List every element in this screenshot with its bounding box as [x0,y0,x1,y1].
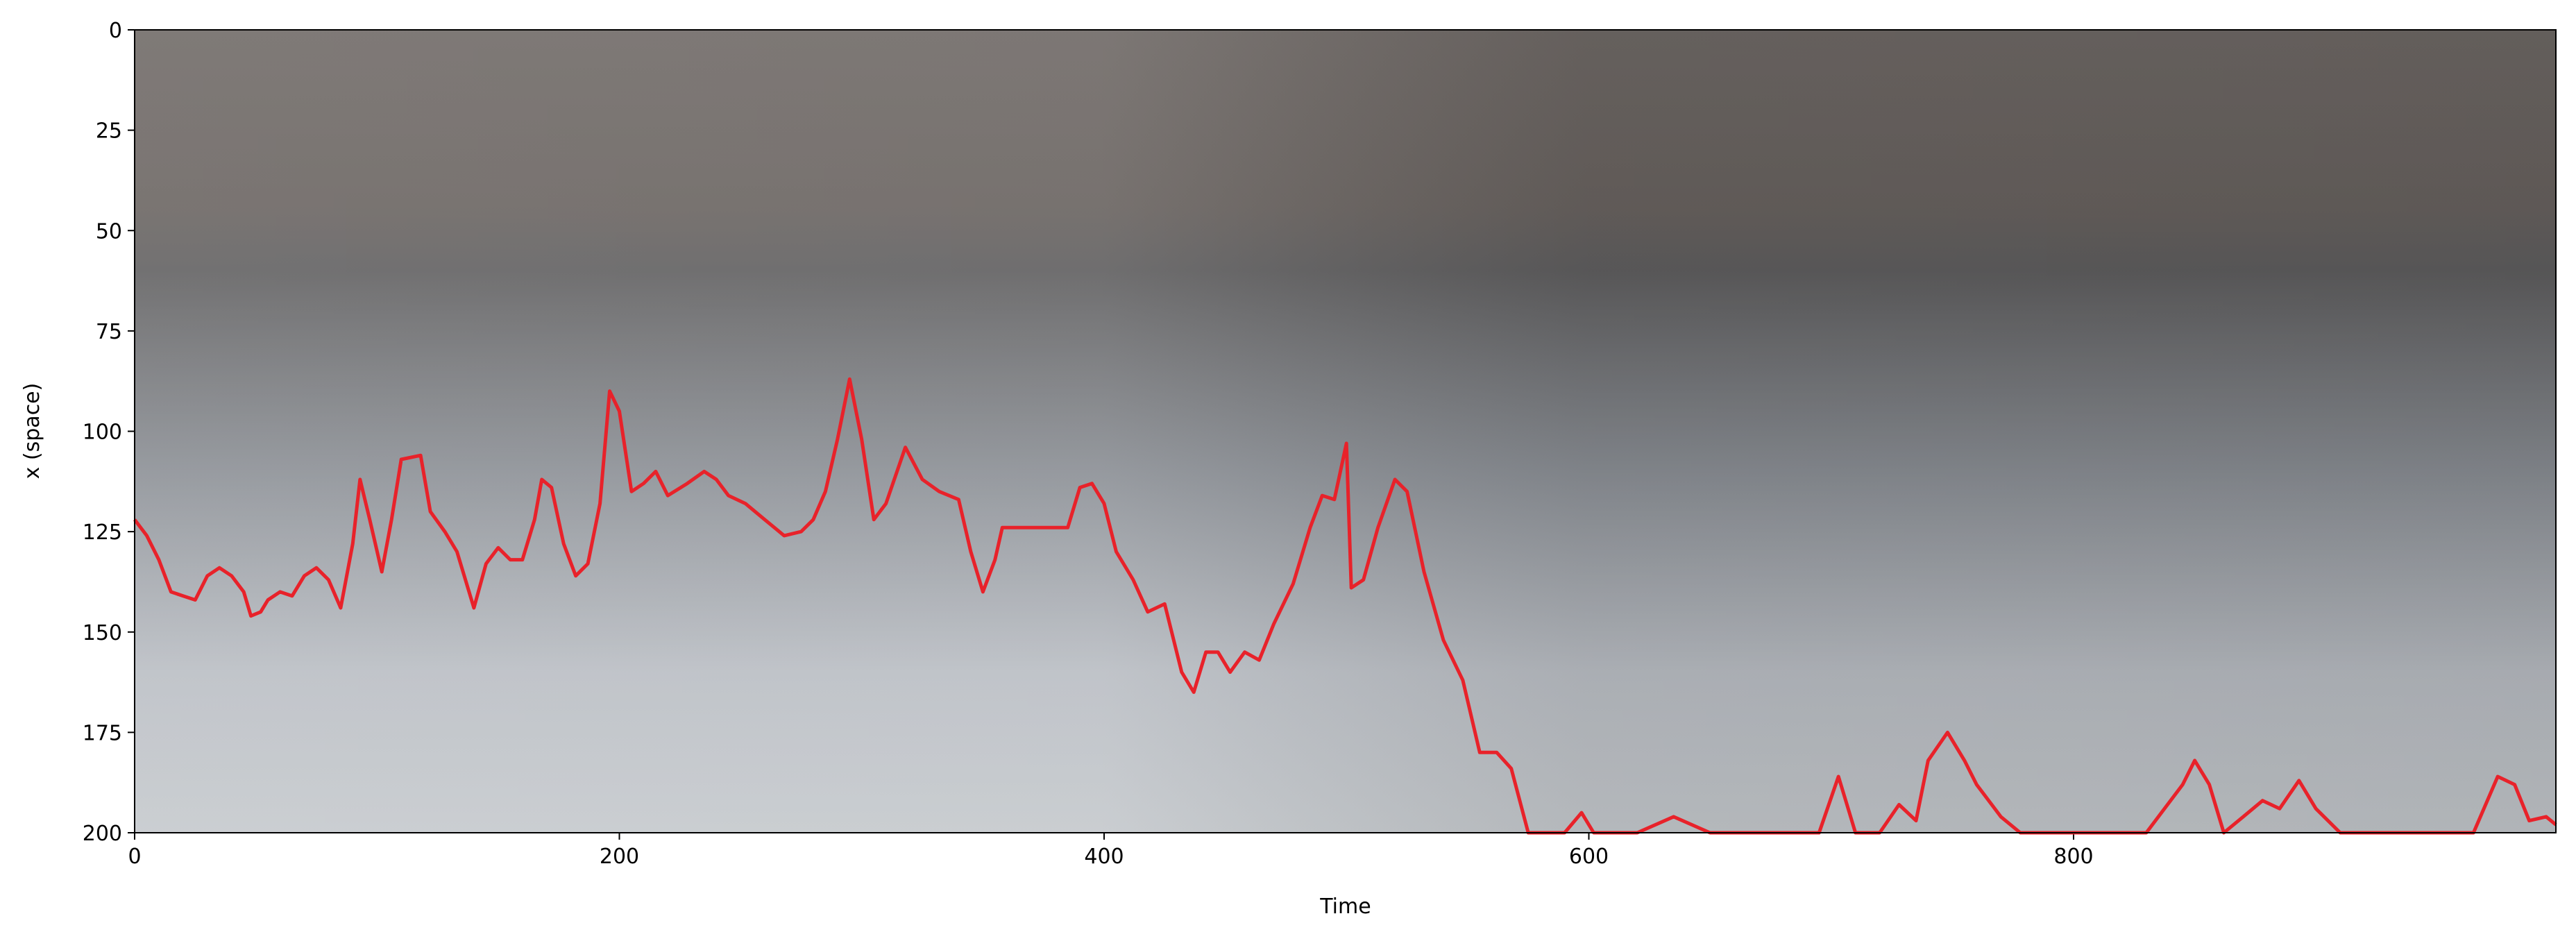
y-tick-label: 125 [83,520,122,545]
y-tick-label: 75 [96,320,122,344]
x-tick-label: 600 [1569,845,1609,869]
y-tick-label: 175 [83,721,122,745]
y-tick-label: 100 [83,421,122,445]
y-axis-label: x (space) [20,383,44,480]
data-line [133,377,2557,835]
y-tick-label: 25 [96,119,122,144]
x-tick-label: 400 [1084,845,1124,869]
x-tick-label: 800 [2053,845,2093,869]
x-tick-label: 0 [128,845,141,869]
y-tick-label: 0 [109,19,122,43]
y-tick-label: 200 [83,822,122,846]
x-tick-label: 200 [600,845,639,869]
y-tick-label: 150 [83,621,122,645]
y-tick-label: 50 [96,219,122,244]
x-axis-label: Time [1319,895,1371,919]
background-shade [135,30,2556,833]
axes-frame [134,29,2557,833]
